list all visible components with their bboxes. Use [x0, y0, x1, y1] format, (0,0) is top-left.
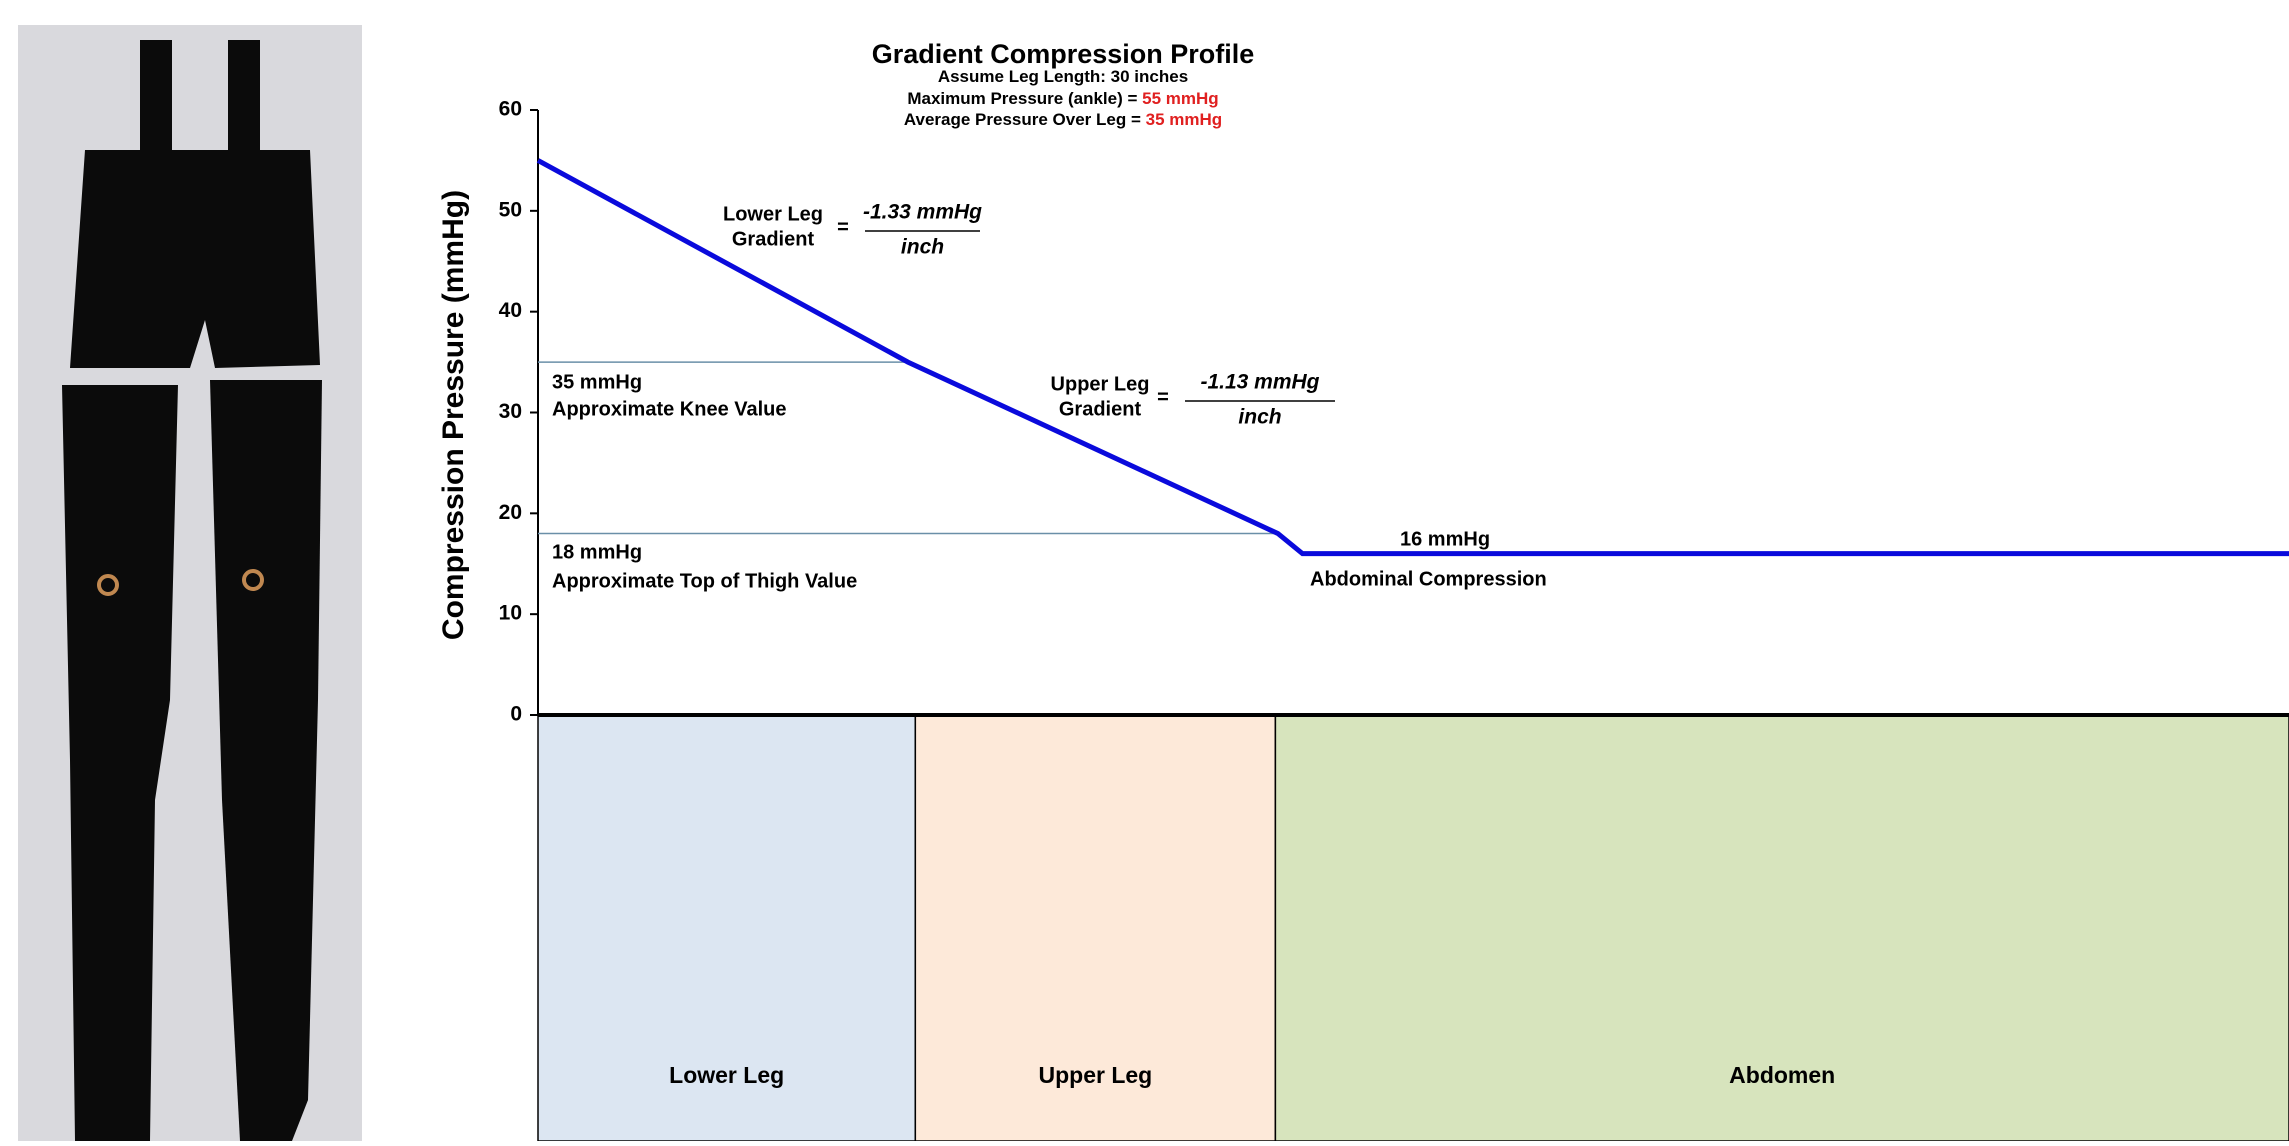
- subtitle: Assume Leg Length: 30 inches: [938, 67, 1188, 86]
- annotation-note: Approximate Top of Thigh Value: [552, 570, 857, 592]
- y-tick-label: 60: [499, 98, 522, 121]
- y-tick-label: 20: [499, 501, 522, 524]
- annotation-note: Approximate Knee Value: [552, 398, 787, 420]
- gradient-numerator: -1.13 mmHg: [1200, 371, 1319, 394]
- region-label: Lower Leg: [669, 1062, 784, 1088]
- y-tick-label: 40: [499, 299, 522, 322]
- subtitle-text: Assume Leg Length: 30 inches: [938, 67, 1188, 86]
- gradient-numerator: -1.33 mmHg: [863, 201, 982, 224]
- annotation-note: Abdominal Compression: [1310, 568, 1547, 590]
- subtitle-highlight: 35 mmHg: [1146, 110, 1223, 129]
- y-tick-label: 0: [510, 703, 522, 726]
- y-axis-label: Compression Pressure (mmHg): [437, 190, 470, 640]
- subtitle: Maximum Pressure (ankle) = 55 mmHg: [907, 89, 1218, 108]
- annotation-value: 35 mmHg: [552, 371, 642, 393]
- y-tick-label: 10: [499, 602, 522, 625]
- gradient-label: Upper Leg: [1051, 373, 1150, 395]
- photo: [18, 25, 362, 1141]
- gradient-denominator: inch: [901, 236, 944, 259]
- gradient-label: Gradient: [732, 228, 815, 250]
- subtitle-text: Maximum Pressure (ankle) =: [907, 89, 1142, 108]
- region-label: Abdomen: [1729, 1062, 1835, 1088]
- gradient-label: Lower Leg: [723, 203, 823, 225]
- subtitle: Average Pressure Over Leg = 35 mmHg: [904, 110, 1222, 129]
- subtitle-text: Average Pressure Over Leg =: [904, 110, 1146, 129]
- subtitle-highlight: 55 mmHg: [1142, 89, 1219, 108]
- gradient-equals: =: [1157, 386, 1169, 408]
- gradient-equals: =: [837, 216, 849, 238]
- chart-title: Gradient Compression Profile: [872, 39, 1255, 69]
- annotation-value: 16 mmHg: [1400, 528, 1490, 550]
- page: Lower Leg Upper Leg Abdomen 0 10 20 30 40 50 60 Co…: [0, 0, 2289, 1141]
- y-tick-label: 50: [499, 198, 522, 221]
- annotation-value: 18 mmHg: [552, 541, 642, 563]
- gradient-denominator: inch: [1238, 406, 1281, 429]
- gradient-label: Gradient: [1059, 398, 1142, 420]
- y-tick-label: 30: [499, 400, 522, 423]
- region-label: Upper Leg: [1038, 1062, 1152, 1088]
